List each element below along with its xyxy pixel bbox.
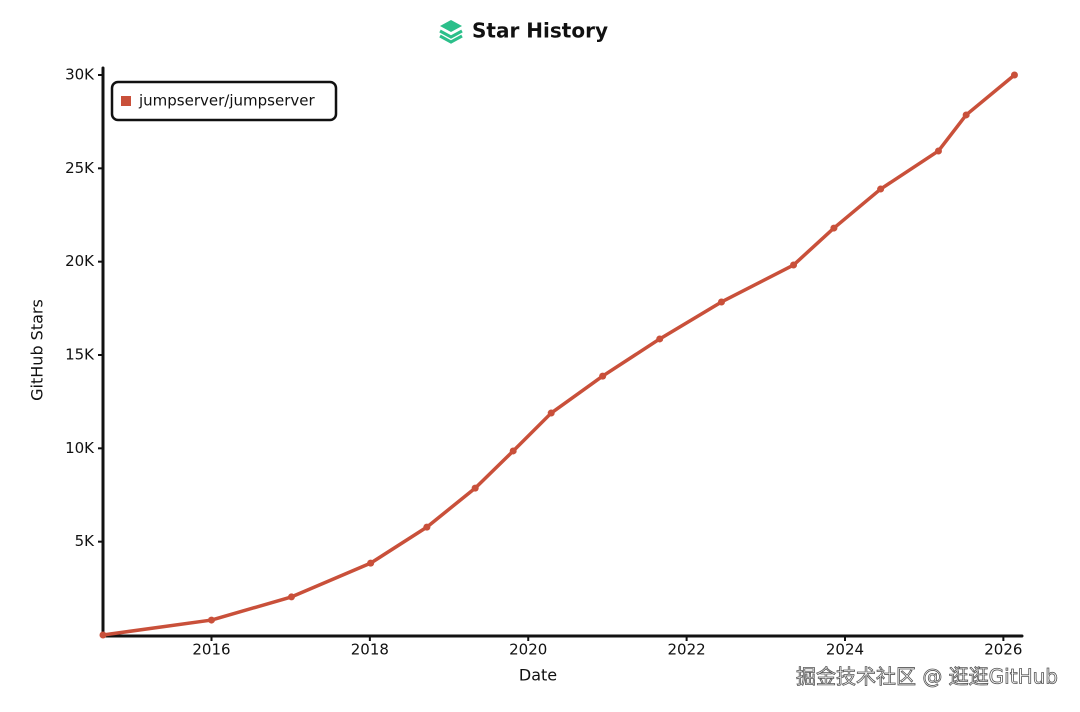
point bbox=[423, 523, 431, 531]
y-tick-label: 10K bbox=[65, 439, 95, 457]
x-tick-label: 2020 bbox=[509, 641, 547, 659]
chart-title: Star History bbox=[472, 19, 608, 43]
y-tick-label: 15K bbox=[65, 346, 95, 364]
point bbox=[287, 593, 295, 601]
x-tick-label: 2022 bbox=[668, 641, 706, 659]
y-axis-label: GitHub Stars bbox=[28, 299, 47, 401]
point bbox=[547, 409, 555, 417]
series-line bbox=[102, 73, 1016, 637]
y-tick-label: 5K bbox=[75, 532, 96, 550]
y-tick-label: 25K bbox=[65, 159, 95, 177]
point bbox=[717, 298, 725, 306]
legend-box bbox=[110, 80, 338, 122]
point bbox=[599, 372, 607, 380]
legend-label: jumpserver/jumpserver bbox=[138, 92, 315, 110]
point bbox=[830, 224, 838, 232]
point bbox=[509, 447, 517, 455]
point bbox=[962, 111, 970, 119]
watermark: 掘金技术社区 @ 逛逛GitHub bbox=[796, 665, 1058, 689]
point bbox=[471, 484, 479, 492]
logo bbox=[439, 20, 463, 44]
x-tick-label: 2016 bbox=[192, 641, 230, 659]
x-tick-label: 2026 bbox=[984, 641, 1022, 659]
point bbox=[934, 147, 942, 155]
point bbox=[367, 559, 375, 567]
point bbox=[790, 261, 798, 269]
y-tick-label: 30K bbox=[65, 66, 95, 84]
legend: jumpserver/jumpserver bbox=[110, 80, 338, 122]
axes bbox=[101, 66, 1024, 638]
x-axis-label: Date bbox=[519, 666, 557, 685]
x-tick-label: 2018 bbox=[351, 641, 389, 659]
point bbox=[1010, 71, 1018, 79]
legend-swatch bbox=[121, 96, 131, 106]
point bbox=[207, 616, 215, 624]
point bbox=[99, 631, 107, 639]
point bbox=[877, 185, 885, 193]
y-tick-label: 20K bbox=[65, 252, 95, 270]
point bbox=[656, 335, 664, 343]
x-tick-label: 2024 bbox=[826, 641, 864, 659]
